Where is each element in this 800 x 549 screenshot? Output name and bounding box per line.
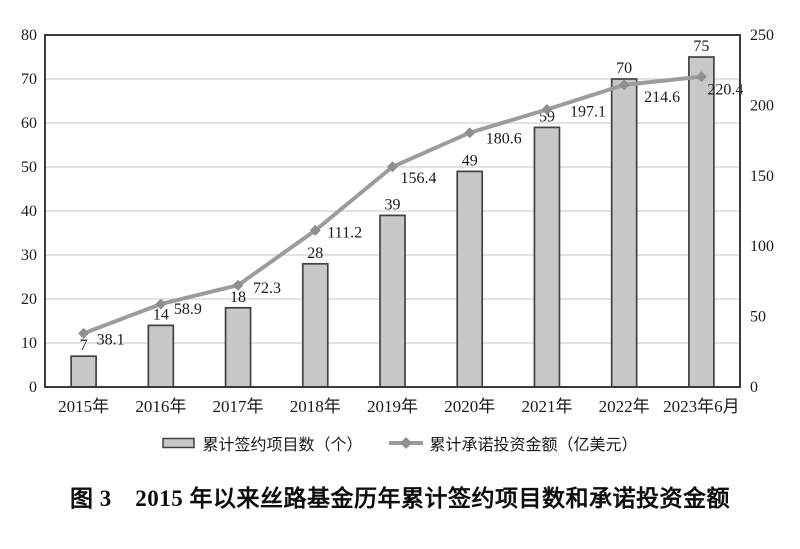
left-axis-tick-label: 0 — [29, 379, 37, 396]
line-value-label: 214.6 — [644, 89, 680, 106]
left-axis-tick-label: 20 — [21, 291, 37, 308]
right-axis-tick-label: 50 — [750, 309, 766, 326]
legend-item-line-series: 累计承诺投资金额（亿美元） — [388, 431, 638, 455]
line-value-label: 111.2 — [327, 224, 362, 241]
x-axis-category-label: 2016年 — [135, 397, 186, 416]
chart-legend: 累计签约项目数（个） 累计承诺投资金额（亿美元） — [0, 431, 800, 455]
line-value-label: 220.4 — [707, 82, 743, 99]
line-point-marker — [309, 224, 321, 236]
line-point-marker — [387, 161, 398, 173]
bar-value-label: 28 — [307, 245, 323, 262]
line-value-label: 58.9 — [174, 301, 202, 318]
left-axis-tick-label: 30 — [21, 247, 37, 264]
right-axis-tick-label: 0 — [750, 379, 758, 396]
right-axis-tick-label: 100 — [750, 238, 774, 255]
line-value-label: 180.6 — [486, 131, 522, 148]
chart-canvas: 7141828394959707538.158.972.3111.2156.41… — [21, 27, 774, 416]
bar — [379, 214, 406, 388]
line-point-marker — [78, 327, 90, 339]
left-axis-tick-label: 80 — [21, 27, 37, 44]
legend-label-bar-series: 累计签约项目数（个） — [202, 437, 363, 454]
bar — [301, 262, 329, 388]
bar — [224, 306, 252, 388]
right-axis-tick-label: 250 — [750, 27, 774, 44]
legend-item-bar-series: 累计签约项目数（个） — [162, 431, 363, 455]
x-axis-category-label: 2020年 — [444, 397, 495, 416]
bar — [70, 355, 97, 388]
plot-border — [44, 34, 741, 388]
figure-caption: 图 3 2015 年以来丝路基金历年累计签约项目数和承诺投资金额 — [70, 486, 730, 511]
bar — [147, 324, 175, 388]
left-axis-tick-label: 50 — [21, 159, 37, 176]
bar-value-label: 7 — [80, 337, 88, 354]
bar — [533, 126, 561, 388]
line-value-label: 197.1 — [570, 103, 606, 120]
x-axis-category-label: 2019年 — [367, 397, 418, 416]
line-value-label: 38.1 — [97, 331, 125, 348]
left-axis-tick-label: 60 — [21, 115, 37, 132]
right-axis-tick-label: 150 — [750, 168, 774, 185]
left-axis-tick-label: 70 — [21, 71, 37, 88]
left-axis-tick-label: 40 — [21, 203, 37, 220]
line-point-marker — [155, 298, 167, 310]
x-axis-category-label: 2023年6月 — [663, 397, 740, 416]
left-axis-tick-label: 10 — [21, 335, 37, 352]
line-point-marker — [232, 279, 244, 291]
bar-value-label: 49 — [462, 152, 478, 169]
x-axis-category-label: 2017年 — [213, 397, 264, 416]
bar — [610, 78, 638, 388]
bar-series-swatch-icon — [162, 437, 196, 449]
legend-label-line-series: 累计承诺投资金额（亿美元） — [429, 437, 638, 454]
line-point-marker — [618, 79, 630, 91]
line-point-marker — [464, 127, 476, 139]
line-value-label: 72.3 — [253, 280, 281, 297]
bar-value-label: 18 — [230, 289, 246, 306]
x-axis-category-label: 2021年 — [521, 397, 572, 416]
x-axis-category-label: 2022年 — [599, 397, 650, 416]
x-axis-category-label: 2018年 — [290, 397, 341, 416]
line-series-swatch-icon — [388, 437, 423, 449]
line-point-marker — [695, 71, 707, 83]
line-value-label: 156.4 — [401, 170, 437, 187]
bar-value-label: 70 — [616, 60, 632, 77]
bar-value-label: 14 — [153, 306, 169, 323]
right-axis-tick-label: 200 — [750, 97, 774, 114]
bar — [688, 56, 715, 388]
x-axis-category-label: 2015年 — [58, 397, 109, 416]
line-point-marker — [541, 103, 553, 115]
bar — [456, 170, 484, 388]
bar-value-label: 75 — [693, 38, 709, 55]
bar-value-label: 39 — [385, 196, 401, 213]
